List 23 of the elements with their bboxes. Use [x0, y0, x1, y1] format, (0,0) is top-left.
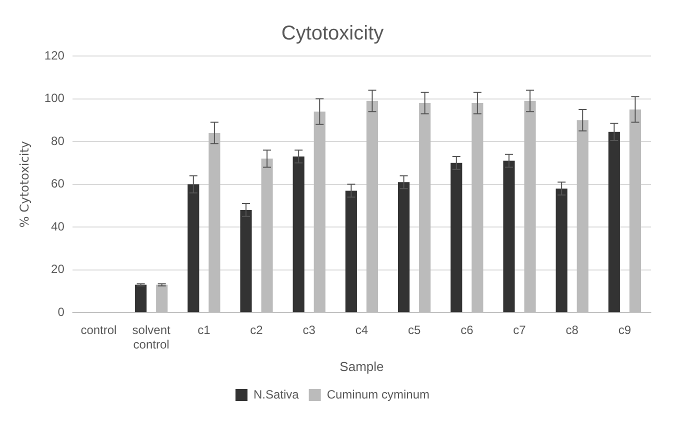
x-tick-label: c1: [198, 323, 211, 338]
legend-label: N.Sativa: [253, 387, 300, 402]
y-tick-label: 60: [51, 176, 65, 191]
x-tick-label: solvent control: [132, 323, 171, 352]
legend-label: Cuminum cyminum: [326, 387, 430, 402]
y-tick-label: 120: [44, 48, 65, 62]
x-tick-label: c9: [618, 323, 632, 338]
x-tick-label: c6: [460, 323, 474, 338]
x-tick-label: c3: [302, 323, 316, 338]
x-tick-label: c2: [250, 323, 264, 338]
y-tick-label: 40: [51, 219, 65, 234]
y-tick-label: 20: [51, 262, 65, 276]
x-tick-label: c5: [408, 323, 421, 338]
y-tick-label: 100: [44, 91, 65, 106]
x-tick-label: c7: [513, 323, 526, 338]
x-tick-label: c8: [566, 323, 579, 338]
y-tick-label: 0: [58, 304, 65, 319]
y-tick-label: 80: [51, 134, 65, 148]
x-tick-label: c4: [355, 323, 368, 338]
y-axis-title: % Cytotoxicity: [17, 140, 32, 228]
x-axis-title: Sample: [340, 358, 384, 374]
x-tick-label: control: [80, 323, 117, 338]
chart-title: Cytotoxicity: [281, 22, 384, 45]
